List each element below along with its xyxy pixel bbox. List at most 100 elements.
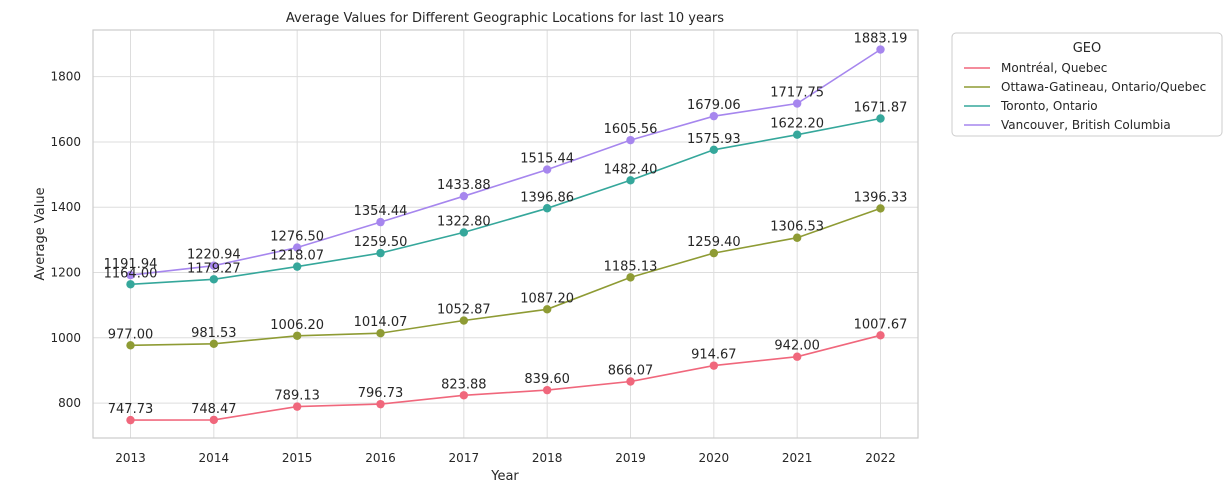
data-point: [542, 165, 552, 174]
legend-label: Vancouver, British Columbia: [1001, 118, 1171, 132]
x-tick-label: 2017: [449, 451, 480, 465]
data-point: [292, 243, 302, 252]
legend-frame: [951, 32, 1223, 137]
legend-label: Ottawa-Gatineau, Ontario/Quebec: [1001, 80, 1206, 94]
data-label: 1396.33: [854, 190, 908, 205]
data-point: [126, 270, 135, 280]
plot-frame: [92, 29, 919, 439]
data-label: 1014.07: [354, 315, 408, 330]
data-label: 1007.67: [854, 317, 908, 332]
data-label: 747.73: [108, 402, 154, 417]
x-tick-label: 2019: [615, 451, 646, 465]
series-line: [130, 117, 881, 286]
data-label: 1259.50: [354, 235, 408, 250]
y-tick-label: 1200: [50, 266, 81, 280]
data-point: [209, 415, 219, 425]
data-label: 823.88: [441, 377, 487, 392]
data-label: 1433.88: [437, 178, 491, 193]
data-point: [792, 99, 802, 108]
data-label: 1220.94: [187, 248, 241, 263]
data-label: 1276.50: [270, 230, 324, 245]
chart-title: Average Values for Different Geographic …: [286, 11, 724, 26]
data-point: [709, 361, 719, 370]
data-point: [542, 385, 552, 395]
data-label: 1218.07: [270, 249, 324, 264]
series-line: [130, 207, 881, 347]
data-label: 942.00: [774, 339, 820, 354]
data-point: [126, 415, 135, 425]
x-tick-label: 2018: [532, 451, 563, 465]
x-axis: 2013 2014 2015 2016 2017 2018 2019 2020 2021 2022: [115, 451, 896, 465]
data-point: [792, 130, 802, 139]
y-axis: 800 1000 1200 1400 1600 1800: [50, 70, 81, 410]
data-label: 1605.56: [604, 122, 658, 137]
data-point: [126, 341, 135, 350]
data-label: 1717.75: [770, 86, 824, 101]
data-point: [376, 329, 385, 338]
x-tick-label: 2013: [115, 451, 146, 465]
data-label: 1006.20: [270, 318, 324, 333]
data-point: [459, 228, 469, 237]
y-axis-label: Average Value: [33, 187, 48, 280]
x-axis-label: Year: [490, 469, 519, 484]
data-label: 1259.40: [687, 235, 741, 250]
data-point: [626, 273, 635, 282]
data-label: 977.00: [108, 327, 154, 342]
data-point: [459, 191, 469, 201]
series-markers: [126, 45, 885, 425]
x-tick-label: 2015: [282, 451, 313, 465]
data-point: [542, 204, 552, 213]
data-label: 748.47: [191, 402, 237, 417]
x-tick-label: 2021: [782, 451, 813, 465]
data-label: 1671.87: [854, 100, 908, 115]
data-point: [209, 261, 219, 270]
data-point: [376, 399, 385, 409]
data-label: 1396.86: [520, 190, 574, 205]
data-label: 789.13: [274, 389, 320, 404]
legend-label: Montréal, Quebec: [1001, 61, 1107, 75]
data-point: [459, 316, 469, 325]
data-point: [876, 114, 885, 123]
data-point: [876, 204, 885, 213]
plot-area: [93, 30, 918, 438]
y-tick-label: 1600: [50, 135, 81, 149]
data-point: [209, 339, 219, 349]
data-labels: 747.73 748.47 789.13 796.73 823.88 839.60 866.…: [104, 32, 908, 418]
data-label: 1622.20: [770, 117, 824, 132]
data-point: [126, 280, 135, 289]
data-label: 1306.53: [770, 220, 824, 235]
series-line: [130, 334, 881, 421]
data-label: 1883.19: [854, 32, 908, 47]
data-point: [459, 391, 469, 400]
legend-label: Toronto, Ontario: [1000, 99, 1098, 113]
data-point: [209, 275, 219, 284]
series-lines: [130, 48, 881, 421]
y-tick-label: 800: [58, 396, 81, 410]
data-point: [876, 45, 885, 54]
data-label: 796.73: [358, 386, 404, 401]
data-point: [709, 145, 719, 155]
legend-title: GEO: [1073, 41, 1102, 56]
data-point: [376, 217, 385, 227]
data-label: 1087.20: [520, 291, 574, 306]
data-point: [292, 262, 302, 271]
data-point: [876, 331, 885, 340]
y-tick-label: 1400: [50, 200, 81, 214]
data-point: [792, 233, 802, 242]
legend-items: Montréal, Quebec Ottawa-Gatineau, Ontario…: [964, 61, 1206, 132]
data-point: [292, 402, 302, 411]
data-point: [792, 352, 802, 361]
data-label: 1679.06: [687, 98, 741, 113]
data-point: [376, 248, 385, 258]
x-tick-label: 2016: [365, 451, 396, 465]
data-label: 914.67: [691, 348, 737, 363]
x-tick-label: 2022: [865, 451, 896, 465]
x-tick-label: 2014: [199, 451, 230, 465]
data-point: [626, 377, 635, 386]
x-tick-label: 2020: [699, 451, 730, 465]
data-label: 839.60: [524, 372, 570, 387]
data-point: [542, 305, 552, 314]
data-label: 981.53: [191, 326, 237, 341]
y-tick-label: 1000: [50, 331, 81, 345]
